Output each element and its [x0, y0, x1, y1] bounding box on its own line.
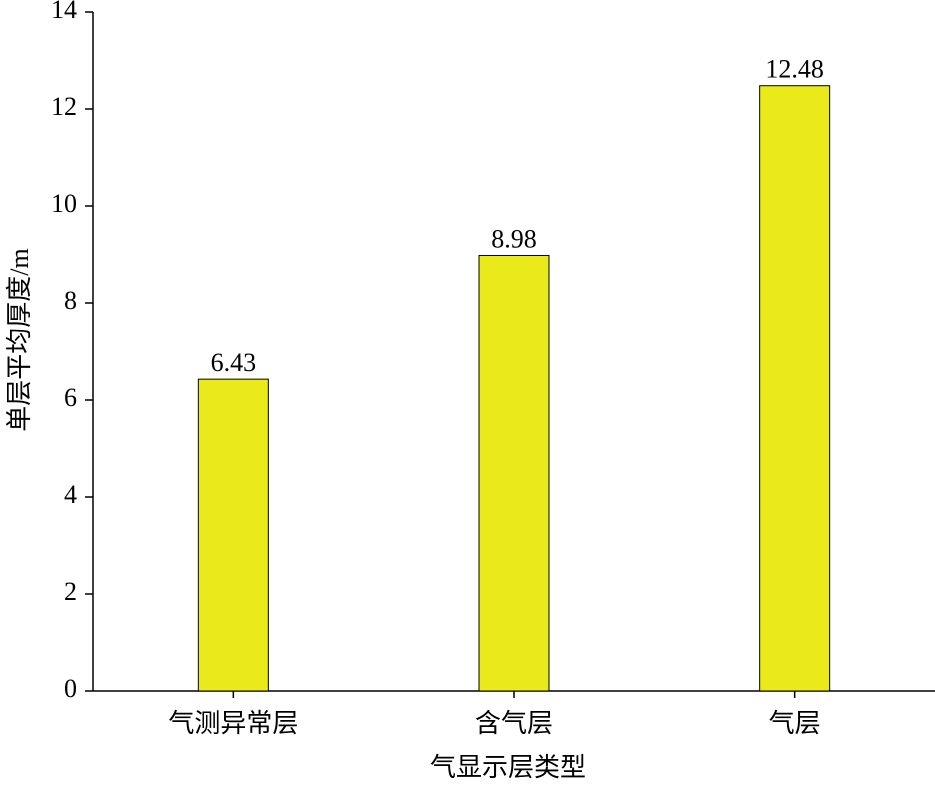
y-tick-label: 14	[51, 0, 77, 24]
y-tick-label: 10	[51, 189, 77, 218]
x-tick-label: 气测异常层	[168, 709, 298, 738]
y-axis-label: 单层平均厚度/m	[5, 248, 34, 431]
bar	[478, 254, 550, 692]
y-tick-label: 0	[64, 674, 77, 703]
y-tick-label: 6	[64, 383, 77, 412]
y-tick-label: 8	[64, 286, 77, 315]
x-tick-label: 含气层	[475, 709, 553, 738]
bar	[759, 85, 831, 692]
x-axis-label: 气显示层类型	[430, 753, 586, 782]
y-tick-label: 4	[64, 480, 77, 509]
y-tick-label: 12	[51, 92, 77, 121]
value-label: 6.43	[211, 348, 257, 377]
x-tick-label: 气层	[769, 709, 821, 738]
value-label: 8.98	[491, 224, 537, 253]
y-tick-label: 2	[64, 577, 77, 606]
bar	[197, 378, 269, 692]
value-label: 12.48	[765, 55, 824, 84]
